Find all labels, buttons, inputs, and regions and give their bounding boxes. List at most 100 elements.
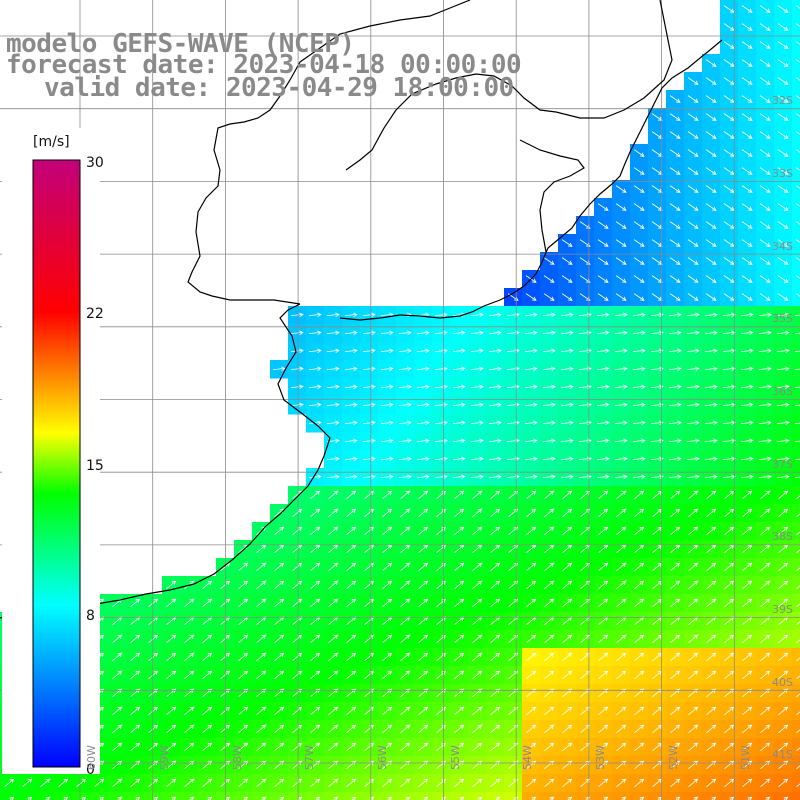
wind-arrow <box>670 760 681 770</box>
wind-arrow <box>418 724 429 734</box>
wind-arrow <box>670 598 681 608</box>
wind-arrow <box>380 384 394 389</box>
wind-cell <box>450 792 469 800</box>
wind-arrow <box>776 456 790 461</box>
wind-arrow <box>614 420 628 425</box>
wind-arrow <box>454 598 465 608</box>
wind-arrow <box>112 778 123 788</box>
wind-arrow <box>256 598 267 608</box>
lat-label: 40S <box>772 676 793 689</box>
wind-arrow <box>760 652 771 662</box>
wind-arrow <box>760 526 771 536</box>
wind-arrow <box>597 221 609 229</box>
wind-arrow <box>616 508 627 518</box>
wind-arrow <box>398 474 412 479</box>
wind-arrow <box>452 456 466 461</box>
wind-arrow <box>436 742 447 752</box>
wind-arrow <box>416 474 430 479</box>
wind-arrow <box>722 384 736 389</box>
wind-arrow <box>398 438 412 443</box>
wind-arrow <box>796 765 800 770</box>
wind-cell <box>792 216 800 235</box>
wind-arrow <box>310 580 321 590</box>
wind-arrow <box>560 348 574 353</box>
wind-arrow <box>704 366 718 371</box>
wind-cell <box>792 504 800 523</box>
wind-arrow <box>758 402 772 407</box>
wind-arrow <box>292 526 303 536</box>
wind-arrow <box>633 221 645 229</box>
wind-arrow <box>759 185 771 193</box>
wind-arrow <box>687 257 699 265</box>
wind-arrow <box>346 724 357 734</box>
lat-label: 36S <box>772 385 793 398</box>
wind-arrow <box>596 366 610 371</box>
wind-cell <box>792 126 800 145</box>
wind-cell <box>792 666 800 685</box>
wind-arrow <box>686 456 700 461</box>
wind-arrow <box>632 330 646 335</box>
wind-cell <box>720 792 739 800</box>
valid-date: valid date: 2023-04-29 18:00:00 <box>44 73 514 103</box>
wind-arrow <box>326 384 340 389</box>
wind-arrow <box>614 384 628 389</box>
wind-arrow <box>669 149 681 157</box>
wind-arrow <box>669 167 681 175</box>
wind-arrow <box>760 760 771 770</box>
wind-arrow <box>724 760 735 770</box>
wind-arrow <box>634 670 645 680</box>
wind-arrow <box>741 239 753 247</box>
wind-arrow <box>130 634 141 644</box>
wind-arrow <box>669 239 681 247</box>
wind-arrow <box>130 760 141 770</box>
wind-cell <box>792 72 800 91</box>
wind-arrow <box>472 508 483 518</box>
wind-arrow <box>794 404 800 406</box>
wind-arrow <box>362 438 376 443</box>
wind-arrow <box>705 131 717 139</box>
wind-arrow <box>543 293 555 301</box>
wind-arrow <box>778 742 789 752</box>
wind-arrow <box>130 652 141 662</box>
wind-arrow <box>778 526 789 536</box>
wind-arrow <box>472 724 483 734</box>
wind-arrow <box>758 384 772 389</box>
wind-arrow <box>380 474 394 479</box>
wind-arrow <box>776 330 790 335</box>
wind-arrow <box>130 778 141 788</box>
wind-arrow <box>454 490 465 500</box>
wind-arrow <box>614 312 628 317</box>
wind-arrow <box>633 257 645 265</box>
wind-arrow <box>524 438 538 443</box>
wind-arrow <box>418 598 429 608</box>
wind-arrow <box>796 783 800 788</box>
wind-arrow <box>544 526 555 536</box>
wind-arrow <box>454 706 465 716</box>
wind-cell <box>252 792 271 800</box>
lat-label: 37S <box>772 458 793 471</box>
wind-arrow <box>256 742 267 752</box>
wind-cell <box>234 792 253 800</box>
wind-arrow <box>740 348 754 353</box>
wind-arrow <box>759 131 771 139</box>
wind-arrow <box>346 562 357 572</box>
wind-arrow <box>436 778 447 788</box>
wind-arrow <box>634 778 645 788</box>
wind-arrow <box>598 490 609 500</box>
wind-arrow <box>634 508 645 518</box>
wind-arrow <box>328 760 339 770</box>
wind-cell <box>792 198 800 217</box>
lon-label: 60W <box>85 745 98 770</box>
wind-arrow <box>560 384 574 389</box>
wind-arrow <box>776 366 790 371</box>
wind-arrow <box>796 585 800 590</box>
wind-arrow <box>560 474 574 479</box>
wind-arrow <box>400 724 411 734</box>
wind-arrow <box>542 438 556 443</box>
wind-arrow <box>436 580 447 590</box>
wind-arrow <box>722 402 736 407</box>
wind-cell <box>792 270 800 289</box>
wind-arrow <box>490 526 501 536</box>
wind-arrow <box>598 760 609 770</box>
wind-arrow <box>472 580 483 590</box>
